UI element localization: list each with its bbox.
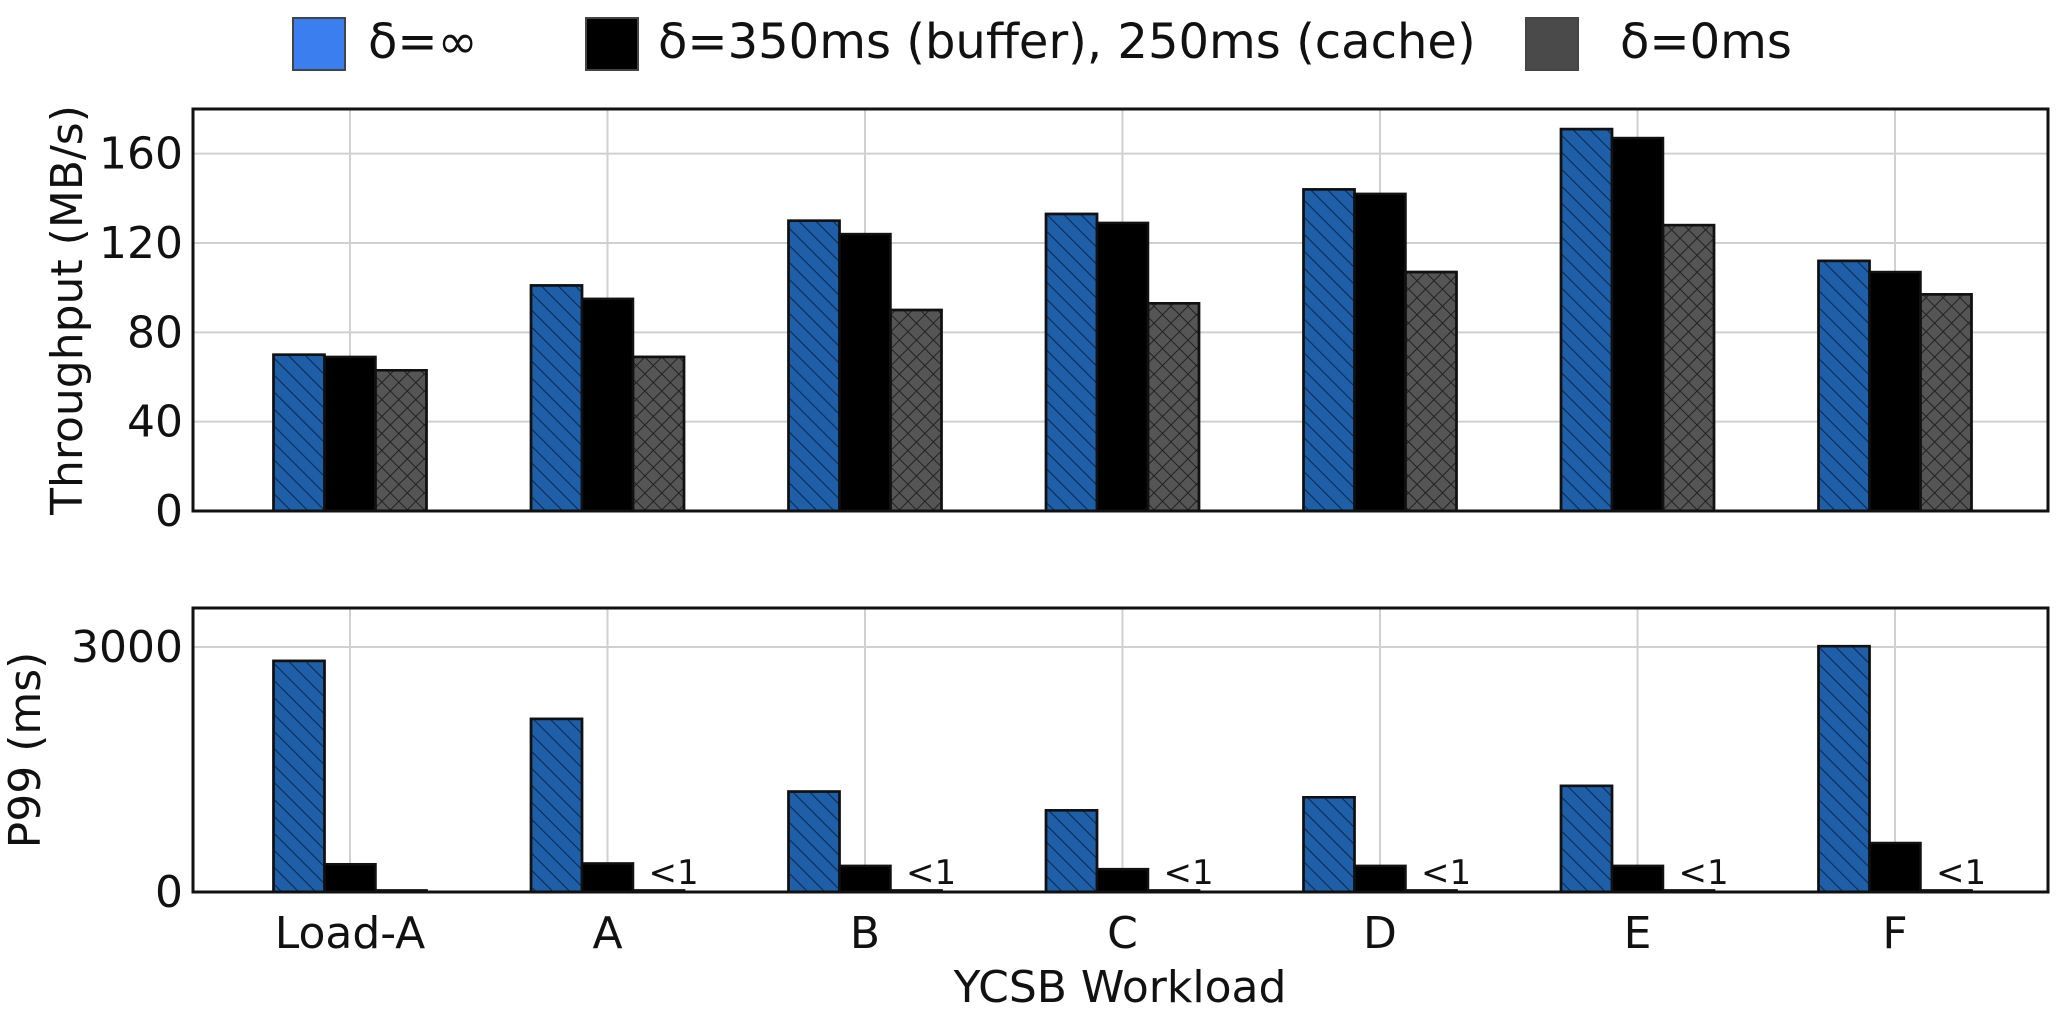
bar-hatch-delta-infinity-c xyxy=(1044,212,1099,513)
p99-y-axis-label: P99 (ms) xyxy=(0,652,51,849)
x-tick-label: D xyxy=(1363,908,1397,959)
bar-hatch-delta-infinity-b xyxy=(787,790,841,894)
p99-x-ticks: Load-A A B C D E F xyxy=(275,908,1908,959)
x-axis-label: YCSB Workload xyxy=(953,962,1287,1013)
bar-delta-350ms-c xyxy=(1095,867,1150,894)
legend: δ=∞ δ=350ms (buffer), 250ms (cache) δ=0m… xyxy=(292,14,1792,71)
x-tick-label: A xyxy=(592,908,622,959)
bar-hatch-delta-0ms-b xyxy=(889,308,943,513)
bar-annotation: <1 xyxy=(906,853,956,893)
legend-swatch-delta-0ms xyxy=(1525,17,1579,71)
bar-delta-350ms-e xyxy=(1610,136,1665,513)
bar-hatch-delta-0ms-e xyxy=(1661,223,1716,513)
p99-annotations: <1 <1 <1 <1 <1 <1 xyxy=(649,853,1987,893)
throughput-panel: 0 40 80 120 160 Throughput (MB/s) xyxy=(42,105,2050,537)
bar-hatch-delta-infinity-d xyxy=(1302,796,1356,894)
legend-label-delta-0ms: δ=0ms xyxy=(1620,14,1792,70)
bar-hatch-delta-0ms-a xyxy=(631,355,686,513)
p99-panel: 0 3000 Load-A A B C D E F <1 <1 <1 <1 <1 <1 P99 (ms)… xyxy=(0,606,2050,1013)
throughput-y-ticks: 0 40 80 120 160 xyxy=(99,129,183,537)
bar-hatch-delta-infinity-a xyxy=(529,284,584,513)
bar-delta-350ms-b xyxy=(838,232,892,513)
bar-annotation: <1 xyxy=(1679,853,1729,893)
bar-delta-350ms-load-a xyxy=(323,862,377,894)
bar-delta-350ms-f xyxy=(1868,270,1922,513)
bar-hatch-delta-infinity-e xyxy=(1559,784,1614,894)
bar-delta-350ms-a xyxy=(580,297,635,513)
y-tick-label: 80 xyxy=(127,307,183,358)
y-tick-label: 120 xyxy=(99,218,183,269)
bar-hatch-delta-infinity-c xyxy=(1044,809,1099,894)
legend-swatch-delta-350ms xyxy=(585,17,639,71)
bar-hatch-delta-0ms-d xyxy=(1404,270,1458,513)
bar-hatch-delta-infinity-b xyxy=(787,219,841,513)
bar-delta-350ms-a xyxy=(580,862,635,894)
bar-delta-350ms-d xyxy=(1353,192,1407,513)
p99-plot-frame xyxy=(191,606,2050,894)
x-tick-label: C xyxy=(1107,908,1138,959)
legend-item-delta-0ms: δ=0ms xyxy=(1525,14,1792,71)
bar-hatch-delta-infinity-d xyxy=(1302,188,1356,513)
bar-hatch-delta-0ms-f xyxy=(1919,293,1973,513)
bar-hatch-delta-infinity-a xyxy=(529,717,584,894)
bar-hatch-delta-infinity-f xyxy=(1817,644,1871,894)
bar-annotation: <1 xyxy=(649,853,699,893)
x-tick-label: B xyxy=(850,908,880,959)
y-tick-label: 0 xyxy=(155,867,183,918)
bar-annotation: <1 xyxy=(1936,853,1986,893)
p99-y-ticks: 0 3000 xyxy=(71,622,183,918)
x-tick-label: E xyxy=(1624,908,1652,959)
bar-annotation: <1 xyxy=(1421,853,1471,893)
bar-hatch-delta-0ms-c xyxy=(1146,302,1201,513)
bar-delta-350ms-f xyxy=(1868,841,1922,894)
bar-delta-350ms-c xyxy=(1095,221,1150,513)
throughput-y-axis-label: Throughput (MB/s) xyxy=(42,105,93,516)
x-tick-label: Load-A xyxy=(275,908,426,959)
y-tick-label: 160 xyxy=(99,129,183,180)
bar-delta-350ms-e xyxy=(1610,864,1665,894)
bar-delta-350ms-b xyxy=(838,864,892,894)
x-tick-label: F xyxy=(1882,908,1907,959)
legend-item-delta-350ms: δ=350ms (buffer), 250ms (cache) xyxy=(585,14,1476,71)
throughput-bars xyxy=(272,127,1973,513)
bar-hatch-delta-infinity-load-a xyxy=(272,353,326,513)
throughput-plot-frame xyxy=(191,107,2050,513)
p99-grid xyxy=(193,608,2048,893)
bar-delta-350ms-load-a xyxy=(323,355,377,513)
y-tick-label: 3000 xyxy=(71,622,183,673)
y-tick-label: 0 xyxy=(155,486,183,537)
bar-hatch-delta-infinity-f xyxy=(1817,259,1871,513)
bar-hatch-delta-0ms-load-a xyxy=(374,369,428,513)
legend-item-delta-infinity: δ=∞ xyxy=(292,14,478,71)
y-tick-label: 40 xyxy=(127,397,183,448)
bar-delta-350ms-d xyxy=(1353,864,1407,894)
legend-label-delta-infinity: δ=∞ xyxy=(368,14,478,70)
legend-swatch-delta-infinity xyxy=(292,17,346,71)
bar-annotation: <1 xyxy=(1164,853,1214,893)
bar-hatch-delta-infinity-e xyxy=(1559,127,1614,513)
legend-label-delta-350ms: δ=350ms (buffer), 250ms (cache) xyxy=(658,14,1476,70)
bar-hatch-delta-infinity-load-a xyxy=(272,659,326,894)
